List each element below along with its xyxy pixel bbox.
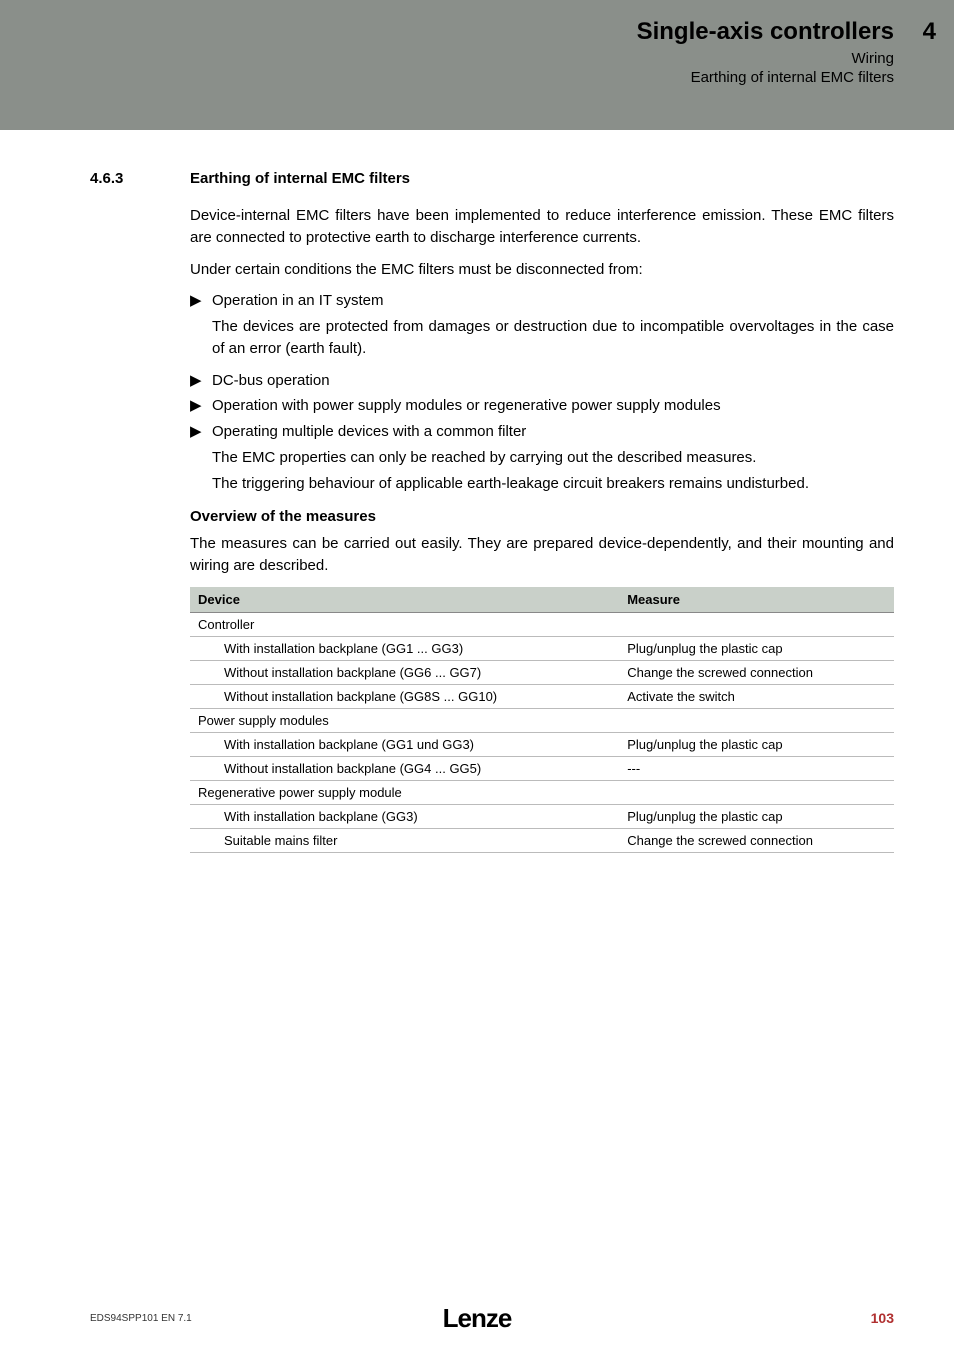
table-cell: Suitable mains filter bbox=[190, 828, 619, 852]
header-subtitle-2: Earthing of internal EMC filters bbox=[0, 69, 894, 86]
table-group: Regenerative power supply module bbox=[190, 780, 894, 804]
bullet-text: Operating multiple devices with a common… bbox=[212, 421, 894, 443]
footer-logo: Lenze bbox=[443, 1303, 512, 1334]
bullet-subtext: The EMC properties can only be reached b… bbox=[212, 447, 894, 469]
table-row: With installation backplane (GG3) Plug/u… bbox=[190, 804, 894, 828]
table-group-row: Power supply modules bbox=[190, 708, 894, 732]
footer-docid: EDS94SPP101 EN 7.1 bbox=[90, 1313, 192, 1324]
table-header: Device bbox=[190, 587, 619, 613]
bullet-item: ▶ Operation with power supply modules or… bbox=[190, 395, 894, 417]
paragraph: The measures can be carried out easily. … bbox=[190, 533, 894, 577]
table-row: Without installation backplane (GG8S ...… bbox=[190, 684, 894, 708]
table-cell: With installation backplane (GG1 ... GG3… bbox=[190, 636, 619, 660]
measures-table: Device Measure Controller With installat… bbox=[190, 587, 894, 853]
table-cell: Without installation backplane (GG8S ...… bbox=[190, 684, 619, 708]
bullet-item: ▶ DC-bus operation bbox=[190, 370, 894, 392]
page-content: 4.6.3 Earthing of internal EMC filters D… bbox=[0, 130, 954, 853]
table-row: Suitable mains filter Change the screwed… bbox=[190, 828, 894, 852]
footer-page-number: 103 bbox=[871, 1310, 894, 1326]
table-cell: Plug/unplug the plastic cap bbox=[619, 636, 894, 660]
table-row: Without installation backplane (GG6 ... … bbox=[190, 660, 894, 684]
table-header: Measure bbox=[619, 587, 894, 613]
table-cell: --- bbox=[619, 756, 894, 780]
table-cell: Plug/unplug the plastic cap bbox=[619, 804, 894, 828]
chapter-number: 4 bbox=[923, 18, 936, 46]
table-cell: Plug/unplug the plastic cap bbox=[619, 732, 894, 756]
bullet-icon: ▶ bbox=[190, 395, 212, 417]
bullet-text: Operation in an IT system bbox=[212, 290, 894, 312]
table-cell: With installation backplane (GG1 und GG3… bbox=[190, 732, 619, 756]
table-cell: Without installation backplane (GG6 ... … bbox=[190, 660, 619, 684]
table-cell: Without installation backplane (GG4 ... … bbox=[190, 756, 619, 780]
body-indent: Device-internal EMC filters have been im… bbox=[190, 205, 894, 853]
table-row: With installation backplane (GG1 ... GG3… bbox=[190, 636, 894, 660]
table-row: With installation backplane (GG1 und GG3… bbox=[190, 732, 894, 756]
table-group: Controller bbox=[190, 612, 894, 636]
bullet-subtext: The triggering behaviour of applicable e… bbox=[212, 473, 894, 495]
section-heading-row: 4.6.3 Earthing of internal EMC filters bbox=[90, 170, 894, 187]
page-header: 4 Single-axis controllers Wiring Earthin… bbox=[0, 0, 954, 130]
table-group: Power supply modules bbox=[190, 708, 894, 732]
table-row: Without installation backplane (GG4 ... … bbox=[190, 756, 894, 780]
bullet-text: Operation with power supply modules or r… bbox=[212, 395, 894, 417]
table-cell: With installation backplane (GG3) bbox=[190, 804, 619, 828]
table-cell: Change the screwed connection bbox=[619, 828, 894, 852]
subheading: Overview of the measures bbox=[190, 508, 894, 525]
table-group-row: Controller bbox=[190, 612, 894, 636]
table-header-row: Device Measure bbox=[190, 587, 894, 613]
section-heading: Earthing of internal EMC filters bbox=[190, 170, 410, 187]
bullet-icon: ▶ bbox=[190, 421, 212, 443]
table-cell: Change the screwed connection bbox=[619, 660, 894, 684]
bullet-item: ▶ Operation in an IT system bbox=[190, 290, 894, 312]
bullet-icon: ▶ bbox=[190, 370, 212, 392]
paragraph: Under certain conditions the EMC filters… bbox=[190, 259, 894, 281]
page-footer: EDS94SPP101 EN 7.1 Lenze 103 bbox=[0, 1310, 954, 1326]
table-group-row: Regenerative power supply module bbox=[190, 780, 894, 804]
table-cell: Activate the switch bbox=[619, 684, 894, 708]
bullet-text: DC-bus operation bbox=[212, 370, 894, 392]
paragraph: Device-internal EMC filters have been im… bbox=[190, 205, 894, 249]
section-number: 4.6.3 bbox=[90, 170, 190, 187]
bullet-subtext: The devices are protected from damages o… bbox=[212, 316, 894, 360]
bullet-item: ▶ Operating multiple devices with a comm… bbox=[190, 421, 894, 443]
header-title: Single-axis controllers bbox=[0, 18, 894, 46]
bullet-icon: ▶ bbox=[190, 290, 212, 312]
header-subtitle-1: Wiring bbox=[0, 50, 894, 67]
